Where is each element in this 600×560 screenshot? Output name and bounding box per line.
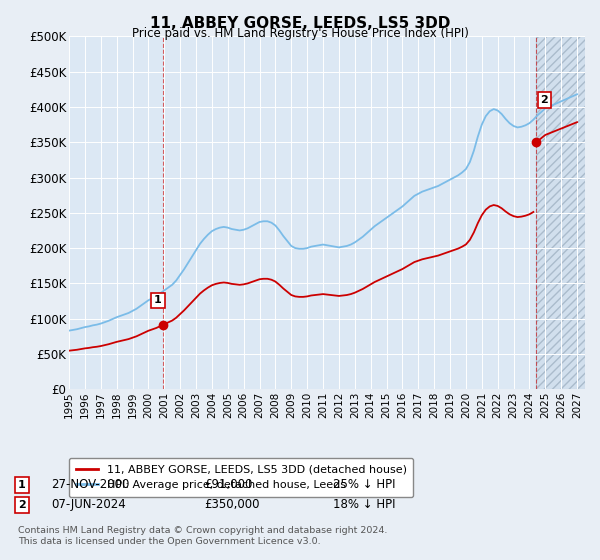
Bar (536, 36, 585, 389)
Text: 25% ↓ HPI: 25% ↓ HPI (333, 478, 395, 491)
Text: 1: 1 (154, 295, 162, 305)
Text: 07-JUN-2024: 07-JUN-2024 (51, 498, 126, 511)
Text: £350,000: £350,000 (204, 498, 260, 511)
Text: This data is licensed under the Open Government Licence v3.0.: This data is licensed under the Open Gov… (18, 538, 320, 547)
Legend: 11, ABBEY GORSE, LEEDS, LS5 3DD (detached house), HPI: Average price, detached h: 11, ABBEY GORSE, LEEDS, LS5 3DD (detache… (69, 458, 413, 497)
Text: 18% ↓ HPI: 18% ↓ HPI (333, 498, 395, 511)
Text: 2: 2 (541, 95, 548, 105)
Text: Contains HM Land Registry data © Crown copyright and database right 2024.: Contains HM Land Registry data © Crown c… (18, 526, 388, 535)
Text: Price paid vs. HM Land Registry's House Price Index (HPI): Price paid vs. HM Land Registry's House … (131, 27, 469, 40)
Text: 27-NOV-2000: 27-NOV-2000 (51, 478, 130, 491)
Text: 1: 1 (18, 480, 26, 491)
Text: 11, ABBEY GORSE, LEEDS, LS5 3DD: 11, ABBEY GORSE, LEEDS, LS5 3DD (150, 16, 450, 31)
Text: £91,000: £91,000 (204, 478, 253, 491)
Bar (536, 36, 585, 389)
Text: 2: 2 (18, 500, 26, 510)
